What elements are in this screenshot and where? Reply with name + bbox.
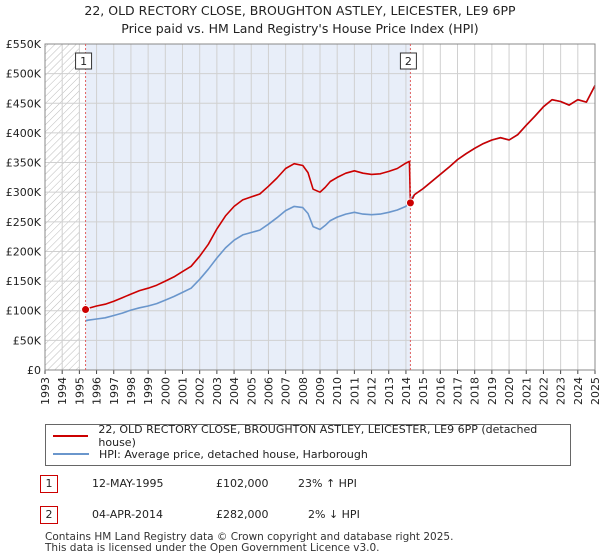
x-tick-label: 2004 <box>228 377 241 405</box>
sale-number-badge: 2 <box>40 506 58 524</box>
x-tick-label: 1998 <box>125 377 138 405</box>
x-tick-label: 1999 <box>142 377 155 405</box>
x-tick-label: 2018 <box>469 377 482 405</box>
legend: 22, OLD RECTORY CLOSE, BROUGHTON ASTLEY,… <box>45 423 571 466</box>
chart-title: 22, OLD RECTORY CLOSE, BROUGHTON ASTLEY,… <box>84 3 516 18</box>
plot-frame <box>44 43 596 371</box>
footer-copyright: Contains HM Land Registry data © Crown c… <box>45 531 454 543</box>
x-tick-label: 2019 <box>486 377 499 405</box>
x-tick-label: 2001 <box>177 377 190 405</box>
sale-point-2 <box>405 198 415 208</box>
x-tick-label: 1993 <box>39 377 52 405</box>
x-tick-label: 2010 <box>331 377 344 405</box>
x-tick-label: 2008 <box>297 377 310 405</box>
chart-subtitle: Price paid vs. HM Land Registry's House … <box>121 21 479 36</box>
y-tick-label: £150K <box>6 275 42 288</box>
x-tick-label: 2025 <box>589 377 600 405</box>
sale-number-badge: 1 <box>40 475 58 493</box>
x-tick-label: 2024 <box>572 377 585 405</box>
sale-date: 04-APR-2014 <box>92 508 164 521</box>
y-tick-label: £450K <box>6 97 42 110</box>
x-tick-label: 1995 <box>73 377 86 405</box>
sale-hpi-change: 23% ↑ HPI <box>298 477 357 490</box>
x-tick-label: 1997 <box>108 377 121 405</box>
x-tick-label: 2016 <box>434 377 447 405</box>
y-tick-label: £400K <box>6 127 42 140</box>
x-tick-label: 2002 <box>194 377 207 405</box>
legend-label-hpi: HPI: Average price, detached house, Harb… <box>99 447 368 461</box>
x-tick-label: 2009 <box>314 377 327 405</box>
y-tick-label: £0 <box>27 364 41 377</box>
sale-date: 12-MAY-1995 <box>92 477 164 490</box>
x-tick-label: 2012 <box>366 377 379 405</box>
sale-price: £282,000 <box>216 508 269 521</box>
y-tick-label: £500K <box>6 68 42 81</box>
sale-price: £102,000 <box>216 477 269 490</box>
x-tick-label: 2023 <box>555 377 568 405</box>
y-tick-label: £100K <box>6 305 42 318</box>
y-tick-label: £50K <box>13 334 42 347</box>
x-tick-label: 2005 <box>245 377 258 405</box>
x-tick-label: 1996 <box>91 377 104 405</box>
sale-point-1 <box>81 305 91 315</box>
y-tick-label: £250K <box>6 216 42 229</box>
y-tick-label: £350K <box>6 157 42 170</box>
sale-hpi-change: 2% ↓ HPI <box>308 508 360 521</box>
shaded-ownership-region <box>85 44 411 370</box>
x-tick-label: 2014 <box>400 377 413 405</box>
footer-license: This data is licensed under the Open Gov… <box>45 542 380 554</box>
x-tick-label: 2015 <box>417 377 430 405</box>
x-tick-label: 2021 <box>520 377 533 405</box>
x-tick-label: 2013 <box>383 377 396 405</box>
price-chart: £0 £50K £100K £150K £200K £250K £300K £350K £400… <box>6 38 600 405</box>
x-tick-label: 1994 <box>56 377 69 405</box>
legend-swatch-property <box>53 435 89 437</box>
legend-label-property: 22, OLD RECTORY CLOSE, BROUGHTON ASTLEY,… <box>98 423 538 449</box>
x-tick-label: 2007 <box>280 377 293 405</box>
y-tick-label: £550K <box>6 38 42 51</box>
x-tick-label: 2011 <box>348 377 361 405</box>
property-price-line <box>85 85 596 311</box>
x-tick-label: 2003 <box>211 377 224 405</box>
y-tick-label: £200K <box>6 245 42 258</box>
x-tick-label: 2000 <box>159 377 172 405</box>
x-tick-label: 2017 <box>452 377 465 405</box>
legend-swatch-hpi <box>53 453 89 455</box>
legend-item-hpi: HPI: Average price, detached house, Harb… <box>53 446 368 462</box>
x-tick-label: 2020 <box>503 377 516 405</box>
x-tick-label: 2006 <box>262 377 275 405</box>
sale-label-2: 2 <box>405 55 412 68</box>
legend-item-property: 22, OLD RECTORY CLOSE, BROUGHTON ASTLEY,… <box>53 423 570 449</box>
y-tick-label: £300K <box>6 186 42 199</box>
x-tick-label: 2022 <box>537 377 550 405</box>
sale-label-box-2 <box>399 52 417 70</box>
sale-label-box-1 <box>75 52 93 70</box>
sale-label-1: 1 <box>80 55 87 68</box>
